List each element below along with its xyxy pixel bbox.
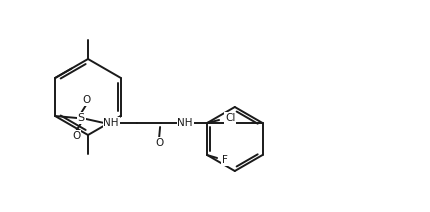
Text: O: O — [155, 138, 163, 148]
Text: O: O — [82, 95, 90, 105]
Text: O: O — [72, 131, 80, 141]
Text: F: F — [222, 155, 228, 165]
Text: S: S — [77, 113, 85, 123]
Text: NH: NH — [103, 118, 119, 128]
Text: NH: NH — [177, 118, 193, 128]
Text: Cl: Cl — [225, 113, 235, 123]
